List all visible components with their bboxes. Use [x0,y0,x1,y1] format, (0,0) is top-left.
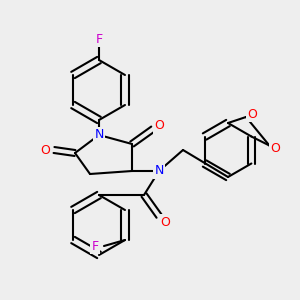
Text: O: O [154,119,164,133]
Text: O: O [160,215,170,229]
Text: F: F [92,239,98,253]
Text: O: O [270,142,280,155]
Text: F: F [95,32,103,46]
Text: N: N [94,128,104,142]
Text: N: N [154,164,164,178]
Text: O: O [247,107,257,121]
Text: O: O [40,143,50,157]
